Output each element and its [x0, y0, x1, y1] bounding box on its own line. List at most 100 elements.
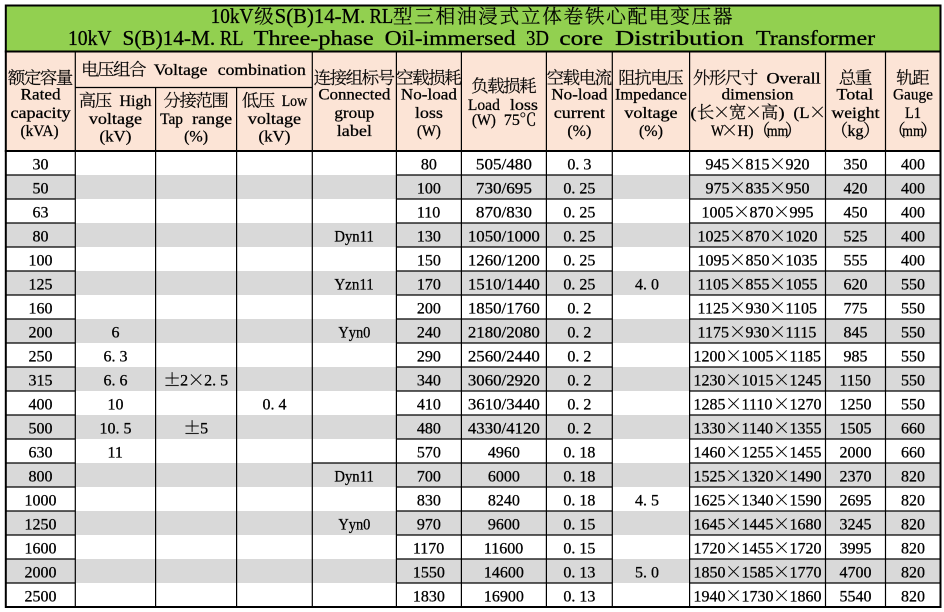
- svg-text:315: 315: [29, 373, 53, 390]
- svg-text:1355: 1355: [790, 421, 822, 438]
- svg-text:High: High: [119, 93, 151, 110]
- svg-text:label: label: [337, 122, 372, 140]
- svg-text:.: .: [643, 277, 647, 294]
- svg-text:1105: 1105: [786, 301, 817, 318]
- svg-text:.: .: [212, 373, 216, 390]
- svg-text:550: 550: [901, 373, 925, 390]
- svg-text:current: current: [554, 104, 605, 122]
- svg-text:550: 550: [901, 349, 925, 366]
- svg-text:2: 2: [583, 421, 591, 438]
- svg-text:1020: 1020: [786, 229, 818, 246]
- svg-text:1510/1440: 1510/1440: [468, 275, 540, 294]
- svg-text:30: 30: [33, 157, 49, 174]
- svg-text:13: 13: [579, 589, 595, 606]
- svg-text:11600: 11600: [484, 541, 523, 558]
- svg-text:S(B)14-M: S(B)14-M: [275, 4, 361, 28]
- svg-text:Transformer: Transformer: [756, 26, 876, 49]
- svg-text:0: 0: [563, 205, 571, 222]
- svg-text:2560/2440: 2560/2440: [468, 347, 540, 366]
- svg-text:820: 820: [901, 517, 925, 534]
- svg-text:Yyn0: Yyn0: [338, 516, 370, 534]
- svg-text:mm: mm: [767, 123, 789, 140]
- svg-text:995: 995: [790, 205, 814, 222]
- svg-text:1730: 1730: [742, 589, 774, 606]
- svg-text:1505: 1505: [840, 421, 872, 438]
- svg-text:630: 630: [29, 445, 53, 462]
- svg-text:850: 850: [746, 253, 770, 270]
- svg-text:group: group: [334, 103, 374, 121]
- svg-text:.: .: [111, 349, 115, 366]
- svg-text:dimension: dimension: [722, 85, 795, 103]
- svg-text:2: 2: [204, 373, 212, 390]
- svg-text:.: .: [575, 421, 579, 438]
- svg-text:(%): (%): [184, 129, 208, 146]
- svg-text:25: 25: [579, 181, 595, 198]
- svg-text:410: 410: [417, 397, 441, 414]
- svg-text:3: 3: [583, 157, 591, 174]
- svg-text:1170: 1170: [413, 541, 444, 558]
- svg-text:80: 80: [421, 157, 437, 174]
- svg-text:25: 25: [579, 253, 595, 270]
- svg-text:15: 15: [579, 517, 595, 534]
- svg-text:(kV): (kV): [258, 127, 290, 145]
- svg-text:Dyn11: Dyn11: [334, 228, 373, 246]
- svg-text:4: 4: [278, 397, 286, 414]
- svg-text:0: 0: [563, 493, 571, 510]
- svg-text:0: 0: [567, 157, 575, 174]
- svg-text:2: 2: [583, 373, 591, 390]
- svg-text:0: 0: [563, 517, 571, 534]
- svg-text:5: 5: [635, 565, 643, 582]
- svg-text:.: .: [571, 445, 575, 462]
- svg-text:No-load: No-load: [401, 85, 458, 103]
- svg-text:1830: 1830: [413, 589, 445, 606]
- svg-text:420: 420: [844, 181, 868, 198]
- svg-text:25: 25: [579, 229, 595, 246]
- svg-text:W: W: [711, 123, 725, 140]
- svg-text:125: 125: [29, 277, 53, 294]
- svg-text:1860: 1860: [790, 589, 822, 606]
- svg-text:2695: 2695: [840, 493, 872, 510]
- svg-text:945: 945: [706, 157, 730, 174]
- svg-text:4960: 4960: [488, 445, 520, 462]
- svg-text:.: .: [643, 493, 647, 510]
- svg-text:Distribution: Distribution: [615, 26, 744, 50]
- svg-text:1455: 1455: [790, 445, 822, 462]
- svg-text:160: 160: [29, 301, 53, 318]
- svg-text:.: .: [575, 157, 579, 174]
- svg-text:820: 820: [901, 469, 925, 486]
- svg-text:25: 25: [579, 205, 595, 222]
- svg-text:0: 0: [262, 397, 270, 414]
- svg-text:voltage: voltage: [248, 110, 301, 128]
- svg-text:(kV): (kV): [99, 127, 131, 145]
- svg-text:.: .: [571, 205, 575, 222]
- svg-text:Three-phase: Three-phase: [254, 26, 374, 49]
- svg-text:Overall: Overall: [766, 69, 820, 87]
- svg-text:1000: 1000: [25, 493, 57, 510]
- svg-text:.: .: [571, 229, 575, 246]
- svg-text:4: 4: [635, 277, 643, 294]
- svg-text:100: 100: [29, 253, 53, 270]
- svg-text:1590: 1590: [790, 493, 822, 510]
- svg-text:10kV: 10kV: [211, 5, 254, 28]
- svg-text:0: 0: [563, 181, 571, 198]
- svg-text:845: 845: [844, 325, 868, 342]
- svg-text:8240: 8240: [488, 493, 520, 510]
- svg-text:870: 870: [746, 229, 770, 246]
- svg-text:2: 2: [583, 301, 591, 318]
- svg-text:1585: 1585: [742, 565, 774, 582]
- svg-text:0: 0: [567, 325, 575, 342]
- svg-text:340: 340: [417, 373, 441, 390]
- svg-text:1125: 1125: [698, 301, 729, 318]
- svg-text:range: range: [192, 110, 232, 128]
- svg-text:775: 775: [844, 301, 868, 318]
- svg-text:950: 950: [786, 181, 810, 198]
- svg-text:3995: 3995: [840, 541, 872, 558]
- svg-text:Yzn11: Yzn11: [334, 276, 373, 294]
- svg-text:1005: 1005: [742, 349, 774, 366]
- svg-text:0: 0: [567, 349, 575, 366]
- svg-text:0: 0: [563, 253, 571, 270]
- svg-text:4330/4120: 4330/4120: [468, 419, 540, 438]
- svg-text:.: .: [575, 397, 579, 414]
- svg-text:18: 18: [579, 469, 595, 486]
- svg-text:.: .: [571, 469, 575, 486]
